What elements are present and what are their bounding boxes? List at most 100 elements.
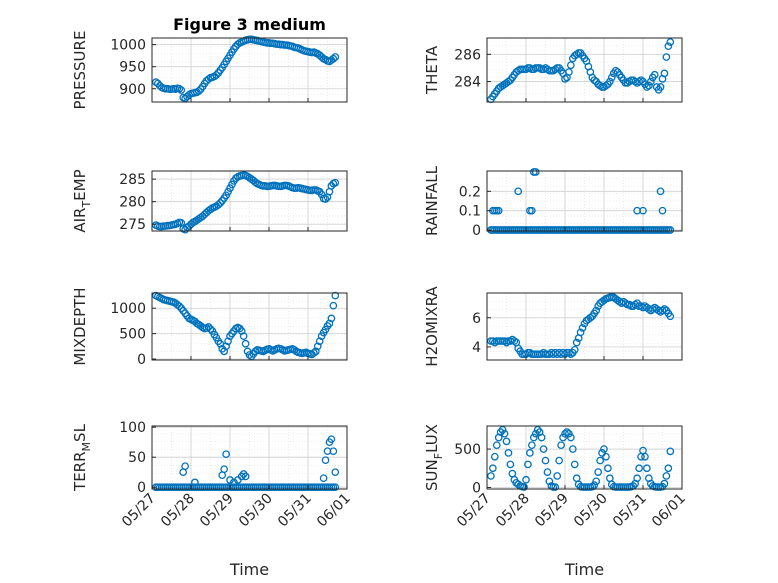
data-point xyxy=(487,472,495,480)
data-point xyxy=(522,475,530,484)
y-axis-label: AIRTEMP xyxy=(71,169,93,232)
y-axis-label: SUNFLUX xyxy=(423,424,445,491)
data-point xyxy=(590,76,599,85)
data-point xyxy=(520,483,528,491)
data-point xyxy=(553,472,562,480)
x-tick-label: 05/31 xyxy=(275,491,315,531)
data-point xyxy=(241,339,250,348)
data-point xyxy=(329,447,338,456)
x-tick-label: 06/01 xyxy=(314,491,354,531)
axes-frame xyxy=(486,170,683,232)
x-axis-label: Time xyxy=(564,560,604,579)
data-point xyxy=(539,445,548,453)
panel-pressure: 900 950 1000 Figure 3 medium PRESSURE xyxy=(71,15,348,110)
panel-air-temp: 275 280 285 AIRTEMP xyxy=(71,169,348,234)
x-tick-label: 05/31 xyxy=(610,491,650,531)
data-point xyxy=(175,302,184,311)
data-point xyxy=(559,433,567,442)
data-point xyxy=(590,481,599,490)
data-point xyxy=(181,462,189,471)
data-point xyxy=(662,472,671,480)
data-point xyxy=(600,296,608,305)
data-point xyxy=(664,464,673,473)
data-point xyxy=(214,200,223,209)
y-axis-label: PRESSURE xyxy=(71,31,89,110)
data-point xyxy=(656,187,665,196)
y-tick-label: 950 xyxy=(119,60,146,76)
data-point xyxy=(502,437,511,446)
y-tick-label: 50 xyxy=(128,450,146,466)
y-axis-label: TERRMSL xyxy=(71,423,93,492)
data-point xyxy=(602,81,610,90)
data-point xyxy=(646,77,655,86)
panel-rainfall: 0 0.1 0.2 RAINFALL xyxy=(423,165,683,239)
data-point xyxy=(570,460,579,469)
data-point xyxy=(656,83,665,91)
data-point xyxy=(531,429,540,438)
data-point xyxy=(216,199,225,207)
y-tick-label: 900 xyxy=(119,82,146,98)
data-point xyxy=(555,456,564,465)
data-point xyxy=(565,429,573,438)
data-point xyxy=(245,351,254,359)
data-point xyxy=(212,71,221,79)
data-point xyxy=(502,338,511,347)
data-point xyxy=(607,73,616,82)
data-point xyxy=(561,75,569,83)
data-point xyxy=(664,42,673,51)
data-point xyxy=(204,323,213,331)
data-point xyxy=(586,313,595,322)
data-point xyxy=(494,206,503,215)
data-point xyxy=(658,306,667,315)
data-point xyxy=(331,178,340,187)
data-point xyxy=(594,468,603,476)
data-point xyxy=(309,349,318,357)
chart-title: Figure 3 medium xyxy=(173,15,326,34)
x-tick-label: 05/27 xyxy=(454,491,494,531)
data-point xyxy=(327,314,336,323)
data-point xyxy=(510,337,519,345)
y-tick-label: 0 xyxy=(137,352,146,368)
panel-theta: 284 286 THETA xyxy=(423,37,683,104)
data-point xyxy=(194,87,203,95)
data-point xyxy=(541,456,550,465)
y-tick-label: 286 xyxy=(454,47,481,63)
y-tick-label: 500 xyxy=(119,327,146,343)
data-point xyxy=(566,350,575,359)
y-tick-label: 280 xyxy=(119,195,146,211)
data-point xyxy=(572,474,581,483)
data-point xyxy=(566,61,575,70)
y-tick-label: 0.2 xyxy=(459,184,481,200)
data-point xyxy=(490,452,499,461)
data-point xyxy=(191,478,199,487)
data-point xyxy=(331,468,340,477)
data-point xyxy=(498,425,507,434)
data-point xyxy=(177,86,186,94)
y-tick-label: 0 xyxy=(472,223,481,239)
x-tick-label: 05/28 xyxy=(493,491,533,531)
data-point xyxy=(321,195,330,203)
data-point xyxy=(488,464,497,473)
y-tick-label: 0 xyxy=(472,480,481,496)
data-point xyxy=(220,465,228,474)
data-point xyxy=(531,168,540,176)
data-point xyxy=(598,449,606,457)
x-tick-label: 05/30 xyxy=(571,491,611,531)
data-point xyxy=(611,66,620,75)
y-tick-label: 0.1 xyxy=(459,204,481,220)
data-point xyxy=(557,441,565,450)
data-point xyxy=(331,53,340,61)
data-point xyxy=(602,452,610,461)
data-point xyxy=(321,456,330,465)
x-tick-label: 05/29 xyxy=(197,491,237,531)
data-point xyxy=(331,483,340,492)
data-point xyxy=(666,312,675,321)
data-point xyxy=(643,83,651,91)
data-point xyxy=(524,460,532,469)
y-tick-label: 100 xyxy=(119,420,146,436)
data-point xyxy=(660,305,669,313)
panel-mixdepth: 0 500 1000 MIXDEPTH xyxy=(71,287,348,368)
data-point xyxy=(635,464,643,473)
data-point xyxy=(527,206,536,215)
